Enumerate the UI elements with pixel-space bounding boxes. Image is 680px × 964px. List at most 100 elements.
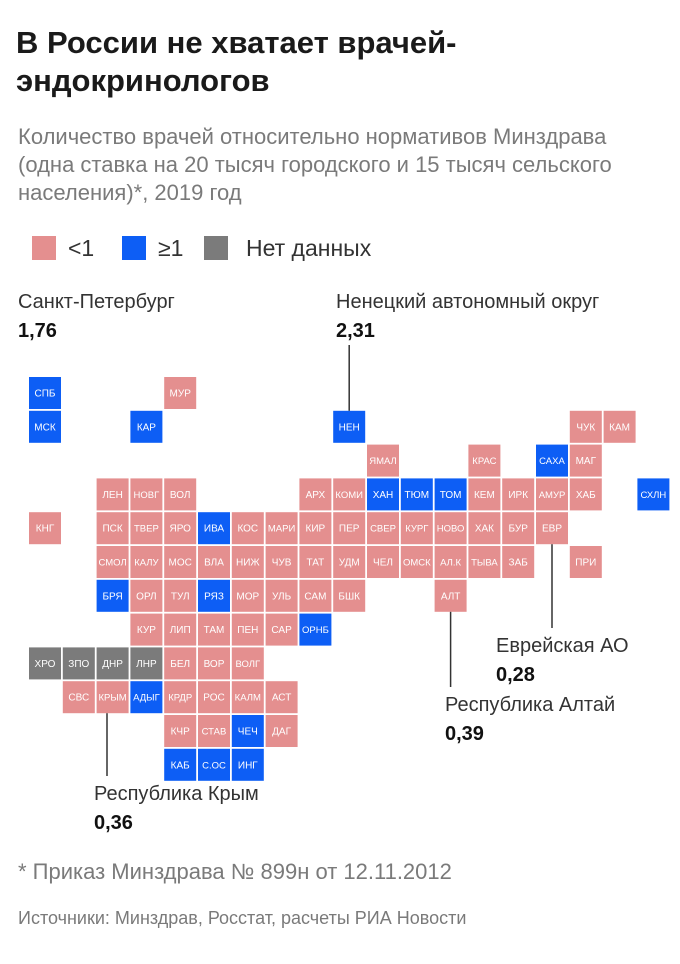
tile-label: САХА <box>539 456 565 467</box>
tile-лнр: ЛНР <box>130 647 163 680</box>
tile-label: ДНР <box>102 659 123 670</box>
tile-label: СПБ <box>35 389 56 400</box>
tile-label: КИР <box>306 524 326 535</box>
tile-rect <box>333 512 366 545</box>
tile-пен: ПЕН <box>231 613 264 646</box>
tile-label: СВС <box>68 693 89 704</box>
tile-rect <box>198 681 230 714</box>
tile-там: ТАМ <box>198 613 230 646</box>
tile-rect <box>569 478 602 511</box>
tile-алт: АЛТ <box>434 579 467 612</box>
tile-rect <box>400 546 433 578</box>
tile-label: ЧЕЛ <box>373 558 393 569</box>
tile-rect <box>96 478 129 511</box>
tile-label: ИНГ <box>238 760 258 771</box>
tile-label: ПРИ <box>575 558 596 569</box>
callout-nao-value: 2,31 <box>336 320 375 342</box>
tile-label: КОМИ <box>335 490 363 501</box>
tile-ива: ИВА <box>198 512 230 545</box>
tile-label: КРДР <box>168 693 192 704</box>
tile-label: НОВГ <box>134 490 160 501</box>
tile-label: СВЕР <box>370 524 396 535</box>
tile-label: ТАТ <box>307 558 325 569</box>
tile-rect <box>333 410 366 443</box>
tile-ново: НОВО <box>434 512 467 545</box>
tile-rect <box>164 681 197 714</box>
legend-swatch-low <box>32 236 56 260</box>
tile-label: ХАН <box>373 490 394 501</box>
tile-rect <box>62 647 95 680</box>
tile-новг: НОВГ <box>130 478 163 511</box>
tile-яро: ЯРО <box>164 512 197 545</box>
legend-label-high: ≥1 <box>158 235 184 261</box>
tile-rect <box>29 410 61 443</box>
tile-чел: ЧЕЛ <box>367 546 399 578</box>
tile-хан: ХАН <box>367 478 399 511</box>
tile-rect <box>130 681 163 714</box>
tile-rect <box>502 478 535 511</box>
tile-rect <box>265 512 298 545</box>
tile-label: ХРО <box>35 659 56 670</box>
tile-label: ЧУК <box>576 422 595 433</box>
tile-крдр: КРДР <box>164 681 197 714</box>
tile-калм: КАЛМ <box>231 681 264 714</box>
tile-label: С.ОС <box>202 760 226 771</box>
tile-rect <box>130 579 163 612</box>
tile-label: МОР <box>236 591 259 602</box>
tile-кур: КУР <box>130 613 163 646</box>
tile-пер: ПЕР <box>333 512 366 545</box>
tile-rect <box>434 579 467 612</box>
tile-rect <box>29 377 61 409</box>
tile-rect <box>164 748 197 781</box>
tile-rect <box>198 579 230 612</box>
tile-евр: ЕВР <box>536 512 568 545</box>
tile-кам: КАМ <box>603 410 636 443</box>
tile-rect <box>130 647 163 680</box>
tile-кнг: КНГ <box>29 512 61 545</box>
tile-rect <box>434 512 467 545</box>
tile-rect <box>96 647 129 680</box>
tile-нен: НЕН <box>333 410 366 443</box>
tile-rect <box>468 478 501 511</box>
tile-label: КАЛМ <box>235 693 261 704</box>
tile-rect <box>502 512 535 545</box>
tile-твер: ТВЕР <box>130 512 163 545</box>
tile-label: БРЯ <box>102 591 122 602</box>
tile-rect <box>468 546 501 578</box>
tile-label: ТУЛ <box>171 591 190 602</box>
tile-rect <box>299 546 332 578</box>
tile-уль: УЛЬ <box>265 579 298 612</box>
tile-вол: ВОЛ <box>164 478 197 511</box>
tile-label: КЧР <box>171 727 190 738</box>
tile-rect <box>96 579 129 612</box>
tile-label: ВОР <box>204 659 225 670</box>
tile-амур: АМУР <box>536 478 568 511</box>
tile-при: ПРИ <box>569 546 602 578</box>
tile-rect <box>333 546 366 578</box>
tile-rect <box>231 579 264 612</box>
tile-rect <box>198 512 230 545</box>
tile-адыг: АДЫГ <box>130 681 163 714</box>
tile-rect <box>164 647 197 680</box>
tile-label: НОВО <box>437 524 465 535</box>
tile-кург: КУРГ <box>400 512 433 545</box>
tile-свер: СВЕР <box>367 512 399 545</box>
tile-label: БЕЛ <box>170 659 190 670</box>
tile-label: ЗАБ <box>509 558 529 569</box>
tile-мари: МАРИ <box>265 512 298 545</box>
tile-label: КУР <box>137 625 156 636</box>
tile-label: ПСК <box>102 524 122 535</box>
tile-тыва: ТЫВА <box>468 546 501 578</box>
tile-rect <box>96 681 129 714</box>
tile-label: МУР <box>170 389 192 400</box>
tile-label: ЛИП <box>170 625 191 636</box>
tile-label: МОС <box>169 558 192 569</box>
callout-altai-name: Республика Алтай <box>445 694 616 716</box>
tile-омск: ОМСК <box>400 546 433 578</box>
tile-rect <box>164 478 197 511</box>
tile-label: ВОЛ <box>170 490 191 501</box>
tile-rect <box>265 613 298 646</box>
tile-label: ТОМ <box>440 490 462 501</box>
tile-rect <box>569 546 602 578</box>
tile-label: УДМ <box>339 558 360 569</box>
